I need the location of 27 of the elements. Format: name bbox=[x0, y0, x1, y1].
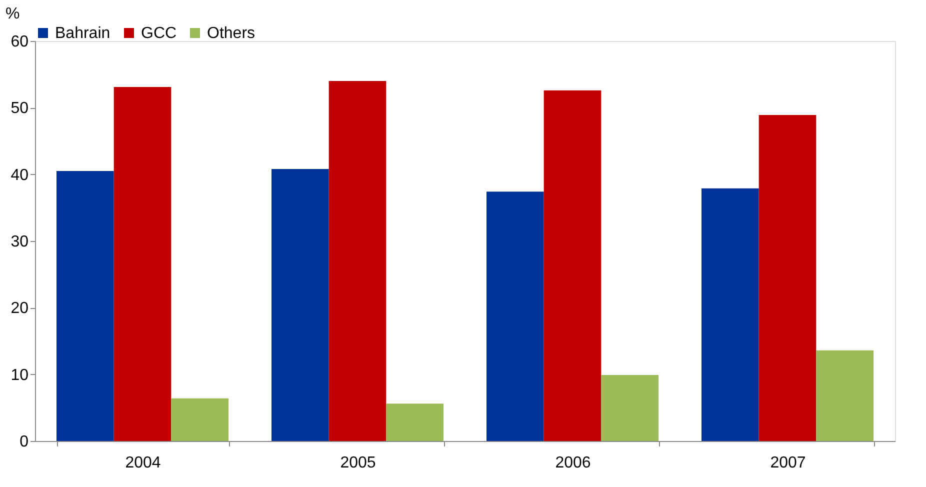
x-tick-label: 2006 bbox=[555, 454, 591, 472]
y-tick-label: 10 bbox=[10, 366, 29, 384]
legend-label: Bahrain bbox=[55, 25, 110, 42]
legend-label: Others bbox=[207, 25, 256, 42]
bar bbox=[171, 398, 228, 441]
bar bbox=[386, 404, 444, 441]
y-axis-title: % bbox=[6, 6, 20, 22]
y-tick-label: 30 bbox=[10, 234, 29, 250]
y-tick-label: 20 bbox=[10, 300, 29, 318]
bar bbox=[486, 192, 544, 441]
y-tick-label: 50 bbox=[10, 100, 29, 118]
bar bbox=[758, 115, 816, 441]
bar bbox=[56, 171, 114, 441]
x-tick-label: 2007 bbox=[770, 454, 806, 472]
bar bbox=[601, 375, 658, 441]
bar bbox=[816, 350, 874, 441]
bar bbox=[702, 188, 759, 441]
y-tick-label: 60 bbox=[10, 34, 29, 50]
bar bbox=[544, 90, 602, 441]
bar bbox=[328, 81, 386, 441]
bar bbox=[272, 169, 329, 441]
bar bbox=[114, 87, 172, 441]
legend-label: GCC bbox=[141, 25, 177, 42]
x-tick-label: 2005 bbox=[340, 454, 376, 472]
y-tick-label: 40 bbox=[10, 166, 29, 184]
x-tick-label: 2004 bbox=[125, 454, 161, 472]
y-tick-label: 0 bbox=[20, 434, 29, 450]
